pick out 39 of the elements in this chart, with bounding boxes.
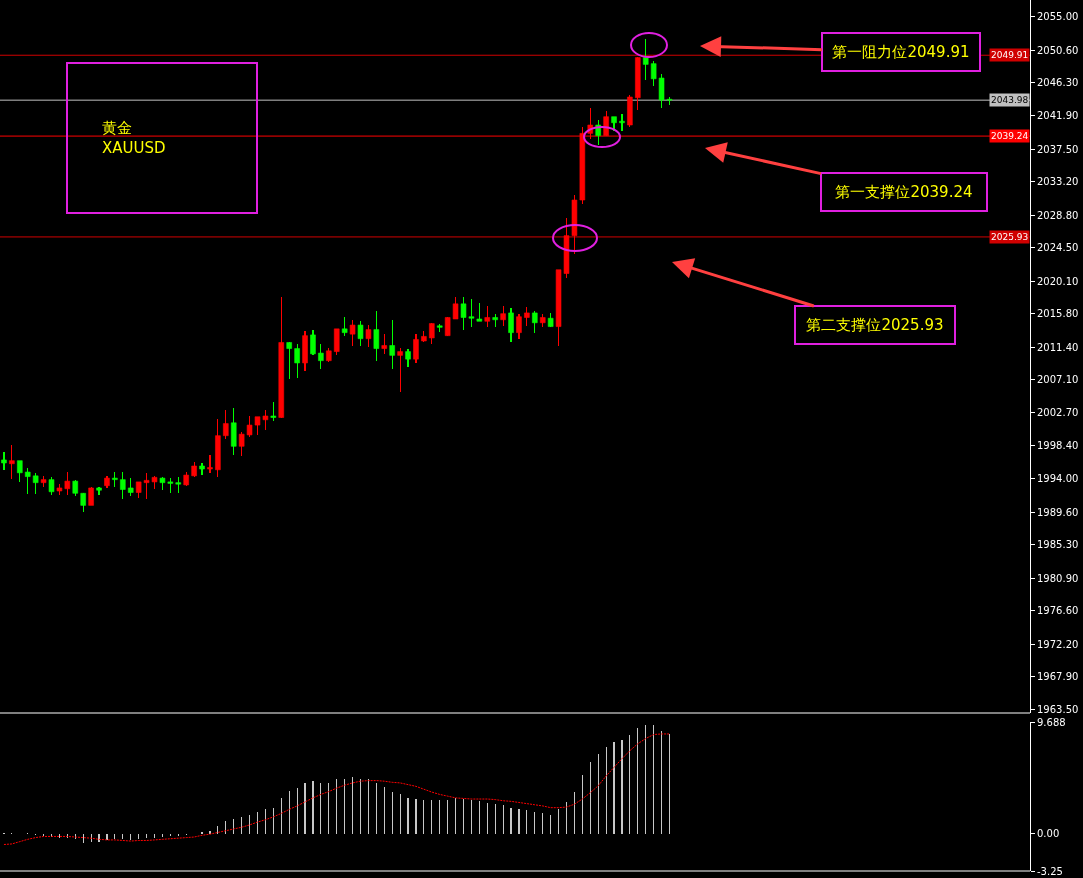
line-series (3, 733, 670, 846)
ref-line-label: 2043.98 (991, 95, 1029, 105)
ref-line-label: 2039.24 (991, 131, 1029, 141)
y-tick-label: 2050.60 (1037, 44, 1079, 56)
y-tick-label: 2028.80 (1037, 209, 1079, 221)
y-tick-label: 2020.10 (1037, 275, 1079, 287)
y-tick-label: 2015.80 (1037, 308, 1079, 320)
y-tick-label: 1994.00 (1037, 473, 1079, 485)
y-tick-label: 1967.90 (1037, 671, 1079, 683)
annotation: 第二支撑位2025.93 (806, 316, 944, 334)
y-tick-label: 1985.30 (1037, 539, 1079, 551)
y-tick-label: 1980.90 (1037, 572, 1079, 584)
y-tick-label: 2041.90 (1037, 110, 1079, 122)
text: 黄金 XAUUSD (102, 119, 166, 157)
candlestick (619, 114, 625, 132)
y-tick-label: 1972.20 (1037, 638, 1079, 650)
ref-line-label: 2049.91 (991, 50, 1029, 60)
y-tick-label: 2002.70 (1037, 407, 1079, 419)
candlestick (207, 454, 213, 473)
y-tick-label: 2011.40 (1037, 341, 1079, 353)
y-tick-label: 1998.40 (1037, 440, 1079, 452)
y-tick-label: 1976.60 (1037, 605, 1079, 617)
candlestick (199, 462, 205, 476)
y-tick-label: 2055.00 (1037, 11, 1079, 23)
y-tick-label: 2033.20 (1037, 176, 1079, 188)
y-tick-label: 1989.60 (1037, 506, 1079, 518)
y-tick-label: 2037.50 (1037, 143, 1079, 155)
y-tick-label: 0.00 (1037, 828, 1060, 840)
y-tick-label: 9.688 (1037, 716, 1066, 728)
y-tick-label: 2007.10 (1037, 374, 1079, 386)
y-tick-label: -3.25 (1037, 865, 1063, 877)
y-tick-label: 2024.50 (1037, 242, 1079, 254)
annotation: 第一阻力位2049.91 (832, 43, 970, 61)
candlestick (1, 451, 7, 470)
annotation: 第一支撑位2039.24 (835, 183, 973, 201)
y-tick-label: 2046.30 (1037, 77, 1079, 89)
candlestick (96, 487, 102, 495)
y-tick-label: 1963.50 (1037, 704, 1079, 716)
ref-line-label: 2025.93 (991, 232, 1029, 242)
